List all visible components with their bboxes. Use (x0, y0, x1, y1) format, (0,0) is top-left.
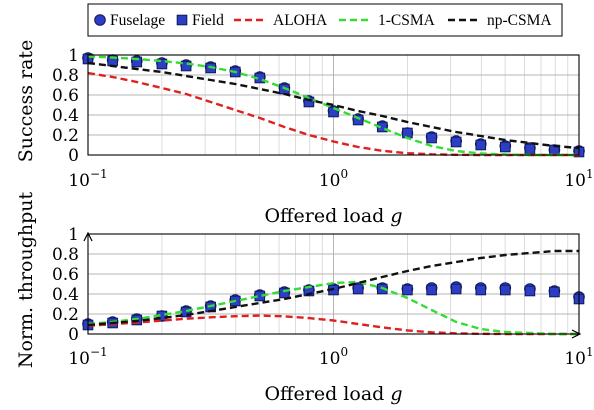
y-tick-label: 0.6 (52, 265, 79, 285)
y-tick-label: 0.2 (52, 126, 79, 146)
plot-frame (87, 54, 580, 156)
y-tick-label: 0.2 (52, 305, 79, 325)
point-field (402, 127, 413, 139)
point-field (426, 132, 437, 144)
y-tick-label: 0.8 (52, 245, 79, 265)
y-tick-label: 0 (68, 146, 79, 166)
x-tick-label: 100 (319, 167, 348, 191)
legend-box (87, 3, 563, 37)
point-field (524, 285, 536, 297)
plot-frame (87, 233, 580, 335)
legend: Fuselage Field ALOHA 1-CSMA np-CSMA (87, 3, 563, 37)
point-field (475, 139, 487, 151)
success-rate-panel: 00.20.40.60.81 10−1 100 101 Offered load g Su… (15, 40, 594, 227)
point-field (450, 283, 462, 295)
point-field (352, 114, 364, 126)
x-tick-label: 10−1 (68, 167, 107, 191)
point-field (426, 284, 437, 296)
y-axis-title: Norm. throughput (15, 191, 37, 368)
legend-marker-field (176, 14, 188, 26)
y-tick-label: 1 (68, 225, 79, 245)
line-1-csma (87, 280, 579, 336)
x-tick-label: 101 (564, 167, 593, 191)
line-np-csma (87, 61, 580, 150)
series-group (82, 52, 585, 158)
point-field (131, 56, 143, 68)
x-axis-title: Offered load g (264, 383, 402, 405)
y-tick-label: 1 (68, 46, 79, 66)
point-field (450, 136, 462, 148)
point-field (524, 143, 536, 155)
point-field (402, 284, 413, 296)
x-tick-label: 100 (319, 345, 348, 369)
y-tick-label: 0.8 (52, 66, 79, 86)
line-np-csma (87, 249, 579, 327)
point-field (500, 141, 511, 153)
x-axis-arrow (571, 329, 582, 339)
point-field (328, 106, 339, 118)
point-field (549, 286, 560, 298)
legend-label-fuselage: Fuselage (110, 12, 165, 29)
y-tick-label: 0.6 (52, 86, 79, 106)
point-field (156, 58, 168, 70)
legend-label-field: Field (192, 12, 224, 29)
y-axis-title: Success rate (15, 40, 37, 163)
throughput-panel: 00.20.40.60.81 10−1 100 101 Offered load g No… (15, 191, 594, 405)
y-tick-label: 0.4 (52, 106, 79, 126)
point-field (180, 60, 192, 72)
legend-label-1-csma: 1-CSMA (378, 12, 436, 29)
point-field (475, 284, 487, 296)
x-axis-title: Offered load g (264, 205, 402, 227)
y-axis-arrow (83, 231, 93, 242)
legend-label-np-csma: np-CSMA (487, 12, 552, 29)
x-tick-label: 101 (564, 345, 593, 369)
line-1-csma (87, 55, 579, 157)
y-tick-label: 0.4 (52, 285, 79, 305)
y-tick-label: 0 (68, 325, 79, 345)
point-field (352, 283, 364, 295)
legend-label-aloha: ALOHA (273, 12, 328, 29)
point-field (500, 284, 511, 296)
x-tick-label: 10−1 (68, 345, 107, 369)
legend-marker-fuselage (94, 14, 106, 26)
